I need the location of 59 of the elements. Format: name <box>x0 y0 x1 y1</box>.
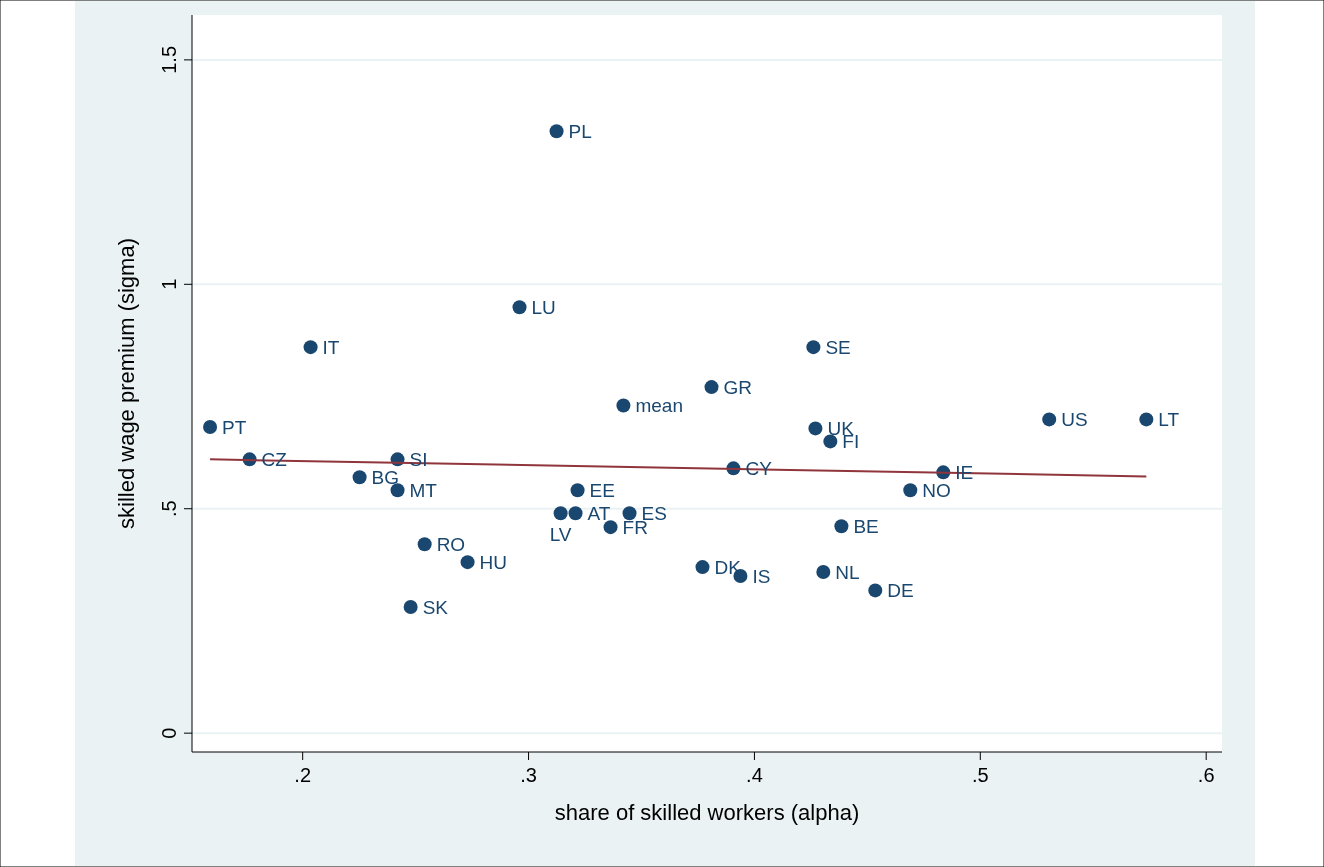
annotation: PL <box>568 121 592 143</box>
point <box>460 555 475 570</box>
annotation: BG <box>371 467 400 489</box>
point <box>903 483 918 498</box>
annotation: HU <box>479 552 508 574</box>
point <box>616 398 631 413</box>
y-tick-label: 0 <box>158 727 180 739</box>
annotation: LV <box>549 524 572 546</box>
point <box>417 537 432 552</box>
annotation: mean <box>635 395 683 417</box>
point <box>868 583 883 598</box>
annotation: IT <box>322 337 340 359</box>
point <box>549 124 564 139</box>
point <box>808 421 823 436</box>
point <box>704 380 719 395</box>
point <box>568 506 583 521</box>
annotation: AT <box>587 503 611 525</box>
annotation: EE <box>589 480 615 502</box>
x-tick-label: .4 <box>746 764 763 786</box>
annotation: SE <box>825 337 851 359</box>
annotation: NO <box>922 480 951 502</box>
point <box>553 506 568 521</box>
y-tick-label: 1 <box>158 278 180 290</box>
y-tick-label: .5 <box>158 500 180 518</box>
point <box>512 300 527 315</box>
x-tick-label: .5 <box>971 764 989 786</box>
point <box>806 340 821 355</box>
point <box>303 340 318 355</box>
y-axis-title: skilled wage premium (sigma) <box>114 238 139 529</box>
point <box>1042 412 1057 427</box>
annotation: NL <box>835 562 860 584</box>
point <box>352 470 367 485</box>
annotation: SK <box>422 597 449 619</box>
point <box>622 506 637 521</box>
annotation: RO <box>436 534 466 556</box>
point <box>203 420 218 435</box>
annotation: LU <box>531 297 556 319</box>
annotation: MT <box>409 480 438 502</box>
point <box>816 565 831 580</box>
x-axis-title: share of skilled workers (alpha) <box>554 800 860 825</box>
x-tick-label: .3 <box>520 764 537 786</box>
annotation: US <box>1061 409 1088 431</box>
point <box>603 520 618 535</box>
x-tick-label: .2 <box>294 764 312 786</box>
annotation: GR <box>723 377 753 399</box>
annotation: LT <box>1158 409 1180 431</box>
x-tick-label: .6 <box>1197 764 1215 786</box>
point <box>1139 412 1154 427</box>
annotation: DE <box>887 580 914 602</box>
y-tick-label: 1.5 <box>158 45 180 74</box>
point <box>823 434 838 449</box>
point <box>403 600 418 615</box>
point <box>570 483 585 498</box>
point <box>695 560 710 575</box>
annotation: PT <box>222 417 247 439</box>
point <box>834 519 849 534</box>
point <box>390 483 405 498</box>
annotation: IS <box>752 566 771 588</box>
annotation: BE <box>853 516 879 538</box>
